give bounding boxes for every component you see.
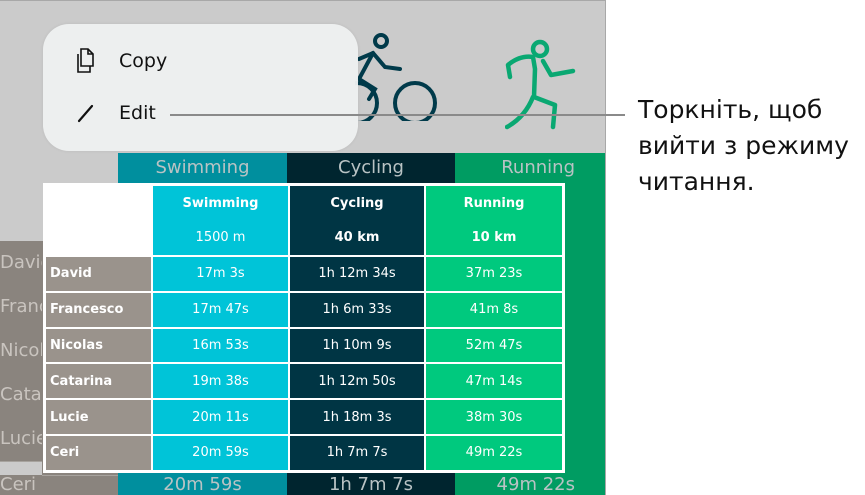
row-name[interactable]: Nicolas [45,327,152,364]
column-header-running[interactable]: Running 10 km [425,185,563,256]
results-table[interactable]: Swimming 1500 m Cycling 40 km Running 10 km Da… [43,183,565,473]
time-cell-swimming[interactable]: 20m 59s [152,435,289,471]
callout-line [170,114,625,116]
time-cell-swimming[interactable]: 20m 11s [152,399,289,435]
bg-name: Ceri [0,475,118,495]
bg-name: David [0,241,42,286]
time-cell-cycling[interactable]: 1h 6m 33s [289,291,425,328]
bg-name: Francesco [0,285,42,330]
time-cell-cycling[interactable]: 1h 12m 34s [289,256,425,292]
bg-cell: 49m 22s [496,475,575,495]
time-cell-cycling[interactable]: 1h 12m 50s [289,363,425,400]
time-cell-cycling[interactable]: 1h 18m 3s [289,399,425,435]
time-cell-running[interactable]: 52m 47s [425,327,563,364]
runner-icon [505,39,576,130]
menu-item-edit[interactable]: Edit [75,102,156,124]
time-cell-running[interactable]: 41m 8s [425,291,563,328]
menu-item-copy[interactable]: Copy [75,48,167,74]
row-name[interactable]: Francesco [45,291,152,328]
callout-line-1: Торкніть, щоб [638,95,823,124]
column-header-cycling[interactable]: Cycling 40 km [289,185,425,256]
column-distance: 10 km [471,230,517,246]
reading-view-screen[interactable]: Swimming 20m 59s Cycling 1h 7m 7s Runnin… [0,0,606,495]
column-name: Swimming [182,195,259,211]
column-name: Running [463,195,525,211]
pencil-icon [77,104,94,123]
time-cell-cycling[interactable]: 1h 10m 9s [289,327,425,364]
bg-header: Cycling [338,157,404,178]
time-cell-running[interactable]: 49m 22s [425,435,563,471]
time-cell-swimming[interactable]: 17m 3s [152,256,289,292]
menu-item-label: Copy [119,50,168,72]
time-cell-cycling[interactable]: 1h 7m 7s [289,435,425,471]
bg-header: Swimming [155,157,250,178]
copy-icon [77,48,94,73]
row-name[interactable]: Catarina [45,363,152,400]
time-cell-swimming[interactable]: 17m 47s [152,291,289,328]
bg-header: Running [501,157,575,178]
time-cell-running[interactable]: 47m 14s [425,363,563,400]
time-cell-swimming[interactable]: 16m 53s [152,327,289,364]
column-name: Cycling [330,195,384,211]
column-header-swimming[interactable]: Swimming 1500 m [152,185,289,256]
cyclist-icon [355,33,437,121]
column-distance: 40 km [334,230,380,246]
bg-name: Lucie [0,417,42,462]
bg-name: Catarina [0,373,42,418]
time-cell-running[interactable]: 37m 23s [425,256,563,292]
bg-name: Nicolas [0,329,42,374]
bg-cell: 20m 59s [163,475,242,495]
time-cell-swimming[interactable]: 19m 38s [152,363,289,400]
time-cell-running[interactable]: 38m 30s [425,399,563,435]
header-empty-cell [45,185,152,256]
bg-cell: 1h 7m 7s [328,475,414,495]
callout-line-3: читання. [638,167,755,196]
column-distance: 1500 m [195,230,246,246]
row-name[interactable]: Ceri [45,435,152,471]
callout-text: Торкніть, щоб вийти з режиму читання. [638,92,849,200]
menu-item-label: Edit [119,102,156,124]
row-name[interactable]: Lucie [45,399,152,435]
row-name[interactable]: David [45,256,152,292]
context-menu: Copy Edit [43,24,358,151]
callout-line-2: вийти з режиму [638,131,849,160]
